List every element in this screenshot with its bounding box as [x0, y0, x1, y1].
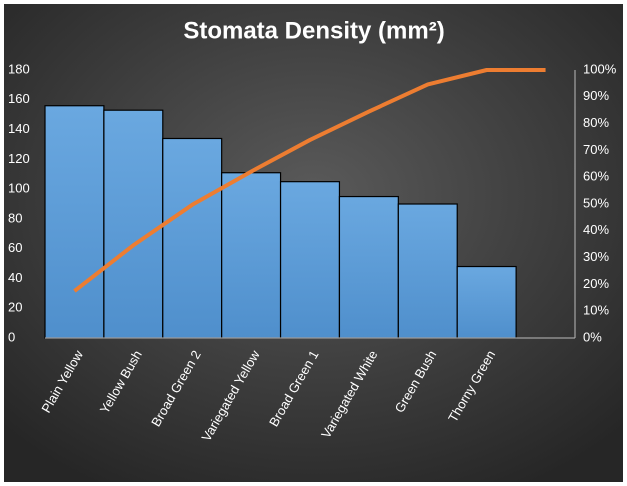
y-tick-label: 100 [8, 181, 30, 196]
bar [162, 137, 223, 339]
bar [44, 105, 105, 339]
y-tick-label: 160 [8, 91, 30, 106]
y-tick-label: 40 [8, 270, 22, 285]
bar [221, 172, 282, 339]
y2-tick-label: 30% [583, 249, 609, 264]
y2-tick-label: 90% [583, 88, 609, 103]
chart-title: Stomata Density (mm²) [183, 17, 444, 44]
y-tick-label: 60 [8, 240, 22, 255]
bar [397, 203, 458, 339]
y2-tick-label: 50% [583, 195, 609, 210]
y2-tick-label: 20% [583, 276, 609, 291]
y-tick-label: 80 [8, 210, 22, 225]
bar [103, 109, 164, 339]
y-tick-label: 140 [8, 121, 30, 136]
bar [338, 195, 399, 339]
y-tick-label: 0 [8, 329, 15, 344]
y2-tick-label: 100% [583, 61, 617, 76]
y-tick-label: 120 [8, 151, 30, 166]
y2-tick-label: 80% [583, 115, 609, 130]
bar [279, 181, 341, 339]
y-tick-label: 180 [8, 61, 30, 76]
y2-tick-label: 70% [583, 142, 609, 157]
y2-tick-label: 60% [583, 169, 609, 184]
y2-tick-label: 0% [583, 329, 602, 344]
y-tick-label: 20 [8, 300, 22, 315]
bar [456, 265, 517, 339]
y2-tick-label: 40% [583, 222, 609, 237]
y2-tick-label: 10% [583, 303, 609, 318]
cumulative-line [73, 68, 546, 293]
